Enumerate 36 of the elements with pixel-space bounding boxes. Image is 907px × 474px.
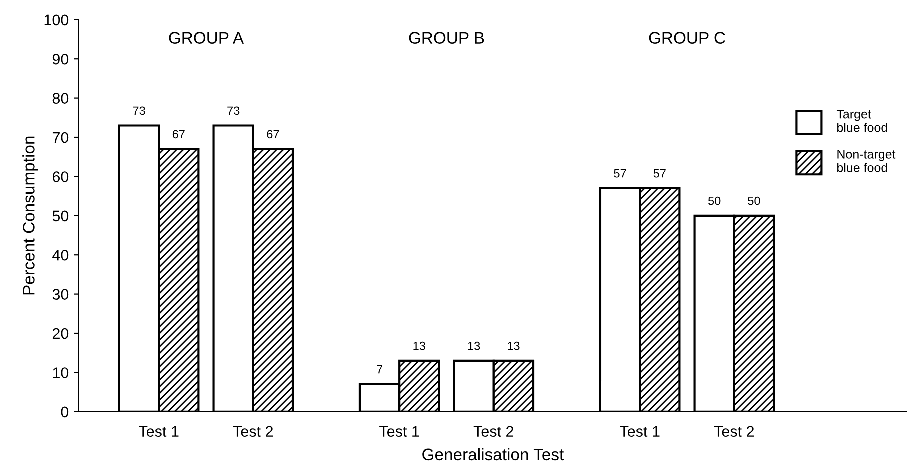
y-tick-label: 20: [52, 328, 69, 340]
y-tick-label: 80: [52, 93, 69, 104]
data-label: 57: [654, 170, 666, 178]
x-tick-label: Test 2: [714, 426, 754, 438]
data-label: 73: [228, 106, 240, 116]
y-tick-label: 10: [53, 368, 69, 378]
x-tick-label: Test 2: [474, 426, 514, 438]
data-label: 57: [614, 170, 626, 178]
annotation: GROUP C: [649, 32, 726, 44]
data-label: 13: [508, 342, 520, 350]
data-label: 13: [414, 342, 426, 350]
data-label: 50: [748, 196, 760, 206]
data-label: 67: [267, 130, 280, 139]
y-tick-label: 60: [52, 172, 69, 182]
x-tick-label: Test 1: [139, 426, 179, 438]
x-axis-title: Generalisation Test: [422, 448, 564, 461]
data-label: 50: [708, 196, 721, 206]
annotation: GROUP A: [169, 32, 244, 44]
legend-label: Non-target blue food: [838, 150, 896, 172]
x-tick-label: Test 1: [380, 426, 420, 438]
data-label: 13: [468, 342, 480, 350]
y-tick-label: 90: [52, 54, 69, 65]
annotation: GROUP B: [409, 32, 484, 44]
y-tick-label: 0: [61, 406, 69, 418]
y-tick-label: 100: [44, 14, 69, 26]
x-tick-label: Test 2: [233, 426, 274, 438]
y-tick-label: 50: [52, 210, 69, 222]
y-tick-label: 40: [52, 250, 69, 261]
data-label: 7: [377, 366, 382, 374]
data-label: 73: [133, 106, 146, 116]
legend-label: Target blue food: [836, 110, 888, 132]
y-axis-title: Percent Consumption: [22, 136, 38, 295]
y-tick-label: 70: [52, 132, 69, 144]
data-label: 67: [172, 130, 185, 139]
x-tick-label: Test 1: [620, 426, 660, 438]
y-tick-label: 30: [52, 289, 69, 300]
